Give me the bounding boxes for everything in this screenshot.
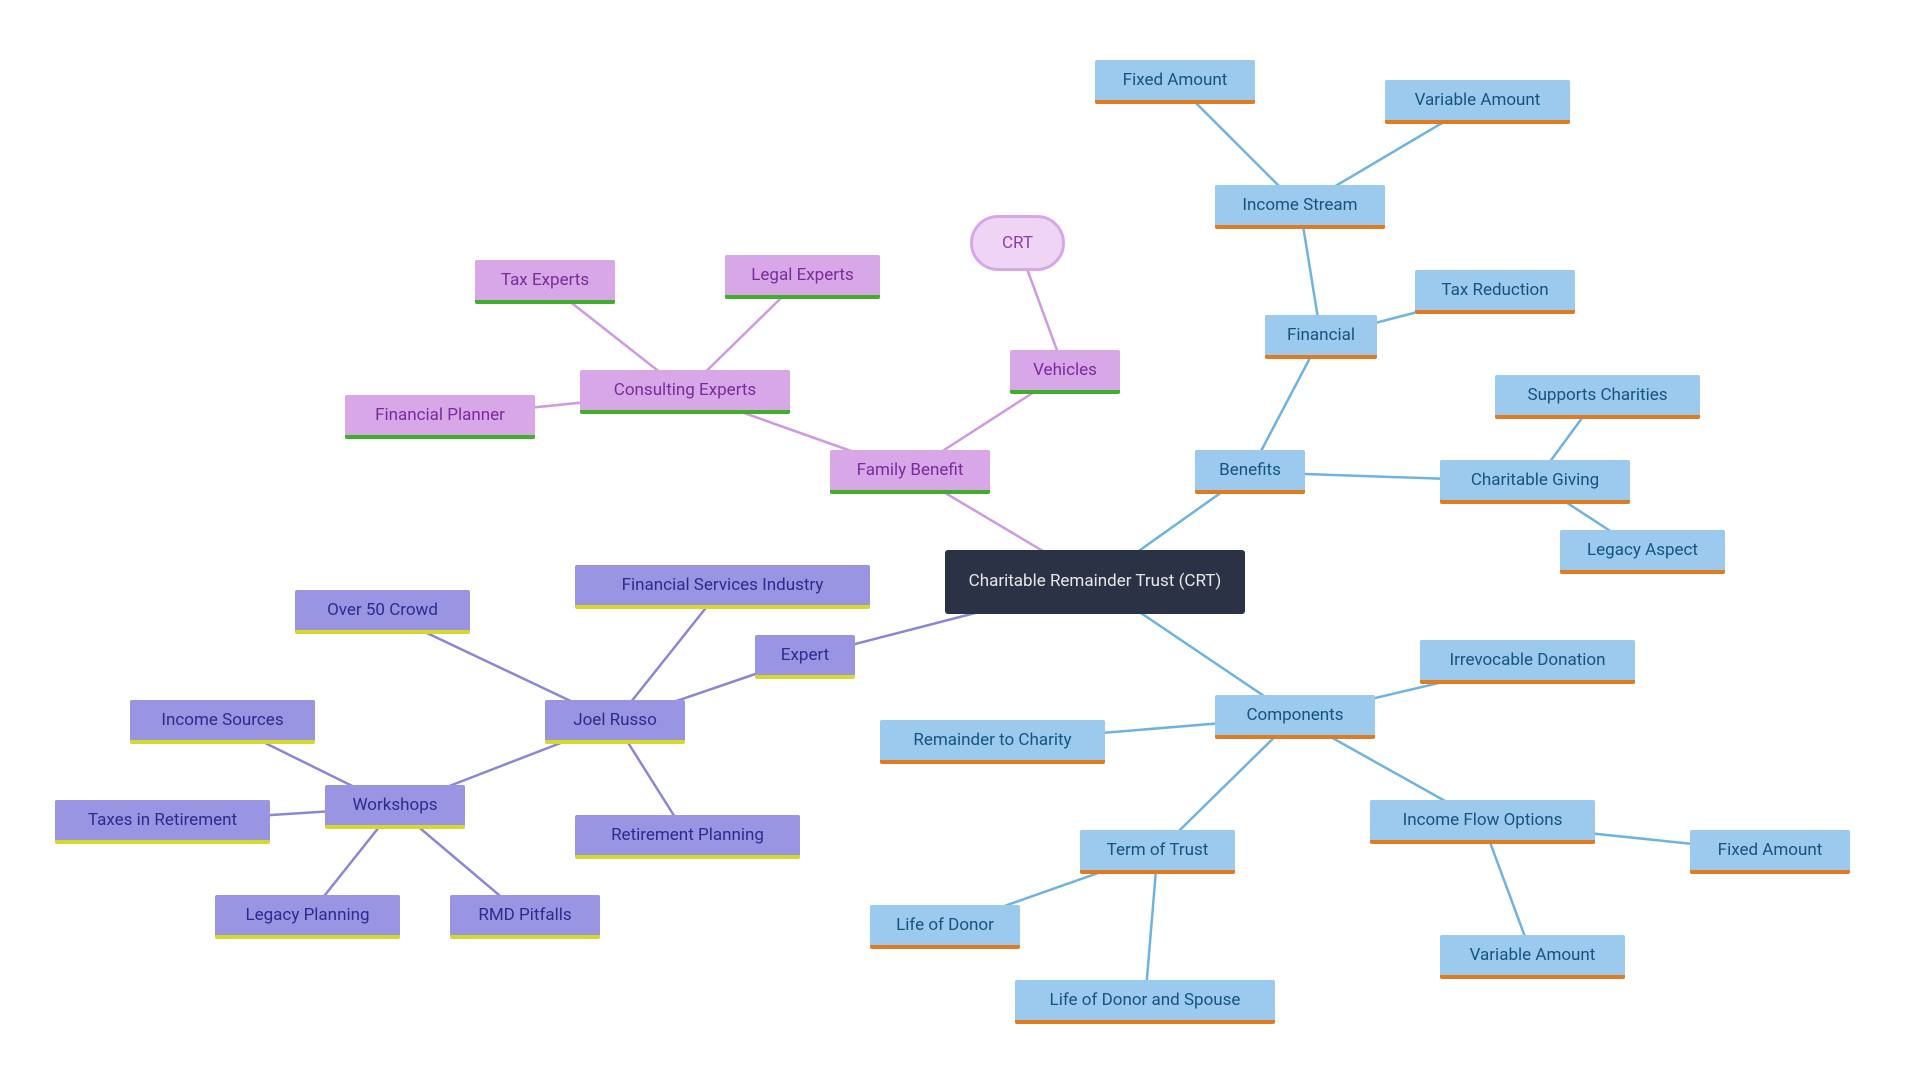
node-incflow: Income Flow Options — [1370, 800, 1595, 844]
node-crt: CRT — [970, 215, 1065, 271]
node-joel: Joel Russo — [545, 700, 685, 744]
node-legplan: Legacy Planning — [215, 895, 400, 939]
node-fixed1: Fixed Amount — [1095, 60, 1255, 104]
node-financial: Financial — [1265, 315, 1377, 359]
node-supports: Supports Charities — [1495, 375, 1700, 419]
node-finserv: Financial Services Industry — [575, 565, 870, 609]
node-components: Components — [1215, 695, 1375, 739]
node-retire: Retirement Planning — [575, 815, 800, 859]
node-finplanner: Financial Planner — [345, 395, 535, 439]
mindmap-canvas: Charitable Remainder Trust (CRT) Benefits… — [0, 0, 1920, 1080]
node-fixed2: Fixed Amount — [1690, 830, 1850, 874]
node-taxred: Tax Reduction — [1415, 270, 1575, 314]
node-lifeboth: Life of Donor and Spouse — [1015, 980, 1275, 1024]
node-benefits: Benefits — [1195, 450, 1305, 494]
node-consult: Consulting Experts — [580, 370, 790, 414]
node-expert: Expert — [755, 635, 855, 679]
node-remainder: Remainder to Charity — [880, 720, 1105, 764]
node-root: Charitable Remainder Trust (CRT) — [945, 550, 1245, 614]
node-family: Family Benefit — [830, 450, 990, 494]
node-legacy: Legacy Aspect — [1560, 530, 1725, 574]
node-irrev: Irrevocable Donation — [1420, 640, 1635, 684]
node-incsrc: Income Sources — [130, 700, 315, 744]
node-legalexp: Legal Experts — [725, 255, 880, 299]
node-workshops: Workshops — [325, 785, 465, 829]
node-rmd: RMD Pitfalls — [450, 895, 600, 939]
node-charitable: Charitable Giving — [1440, 460, 1630, 504]
node-taxexp: Tax Experts — [475, 260, 615, 304]
node-over50: Over 50 Crowd — [295, 590, 470, 634]
node-variable2: Variable Amount — [1440, 935, 1625, 979]
node-variable1: Variable Amount — [1385, 80, 1570, 124]
node-lifedonor: Life of Donor — [870, 905, 1020, 949]
node-taxret: Taxes in Retirement — [55, 800, 270, 844]
node-term: Term of Trust — [1080, 830, 1235, 874]
node-vehicles: Vehicles — [1010, 350, 1120, 394]
node-income: Income Stream — [1215, 185, 1385, 229]
